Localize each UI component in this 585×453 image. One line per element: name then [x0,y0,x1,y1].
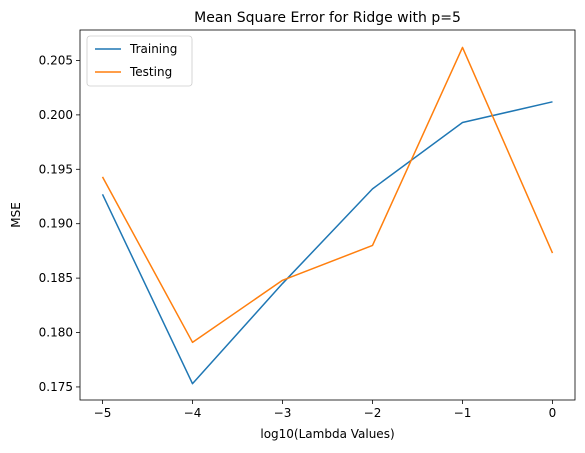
y-tick-label: 0.195 [39,162,73,176]
y-tick-label: 0.185 [39,271,73,285]
y-tick-label: 0.175 [39,380,73,394]
chart-title: Mean Square Error for Ridge with p=5 [194,10,461,26]
x-axis-label: log10(Lambda Values) [260,427,394,441]
legend-label-testing: Testing [129,65,172,79]
legend: Training Testing [87,36,192,86]
x-tick-label: −3 [274,406,292,420]
x-tick-label: 0 [549,406,557,420]
y-tick-label: 0.180 [39,326,73,340]
x-tick-label: −4 [184,406,202,420]
y-tick-label: 0.190 [39,217,73,231]
y-tick-label: 0.205 [39,53,73,67]
y-tick-label: 0.200 [39,108,73,122]
x-tick-label: −5 [94,406,112,420]
x-tick-label: −2 [364,406,382,420]
x-tick-label: −1 [454,406,472,420]
legend-label-training: Training [129,42,177,56]
y-axis-label: MSE [9,202,23,228]
